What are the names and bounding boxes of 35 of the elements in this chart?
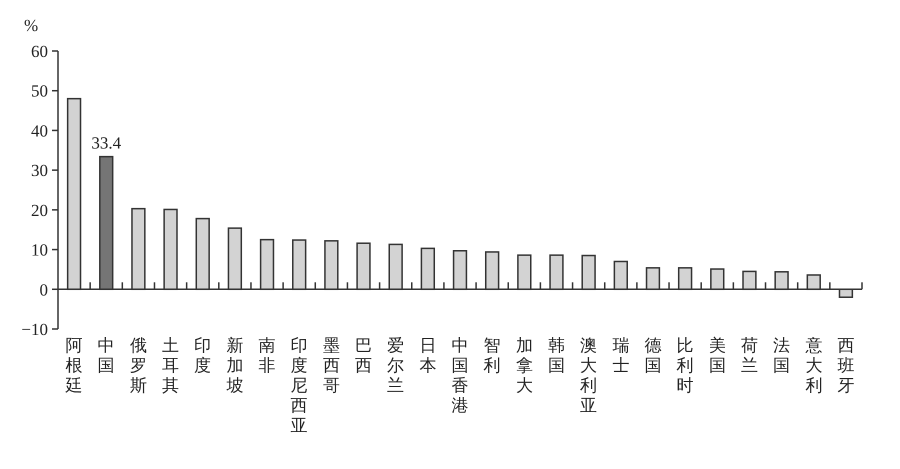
x-tick-label: 南非 — [258, 336, 276, 375]
x-tick-label: 日本 — [419, 336, 436, 375]
x-tick-label: 澳大利亚 — [580, 336, 598, 415]
x-tick-label: 中国香港 — [452, 336, 468, 415]
x-tick-label: 意大利 — [804, 336, 822, 395]
y-axis-title: % — [24, 16, 38, 35]
x-tick-label: 西班牙 — [837, 336, 854, 395]
x-tick-label: 智利 — [484, 336, 501, 375]
x-tick-label: 韩国 — [548, 336, 565, 375]
y-tick-label: 50 — [31, 82, 48, 101]
data-label: 33.4 — [91, 134, 122, 153]
x-tick-label: 德国 — [644, 336, 662, 375]
x-tick-label: 新加坡 — [225, 336, 244, 395]
x-tick-label: 美国 — [708, 336, 726, 375]
y-tick-label: −10 — [21, 320, 48, 339]
x-tick-label: 爱尔兰 — [387, 336, 404, 395]
x-tick-label: 阿根廷 — [64, 336, 83, 395]
x-tick-label: 墨西哥 — [322, 336, 340, 395]
x-tick-label: 比利时 — [676, 336, 694, 395]
x-tick-label: 瑞士 — [612, 336, 630, 375]
y-tick-label: 10 — [31, 240, 48, 260]
x-tick-label: 印度 — [194, 336, 212, 375]
y-tick-label: 40 — [31, 121, 48, 140]
x-tick-label: 中国 — [98, 336, 115, 375]
y-tick-label: 60 — [31, 42, 48, 61]
x-tick-label: 巴西 — [355, 336, 372, 375]
y-tick-label: 20 — [31, 200, 48, 220]
x-tick-label: 荷兰 — [740, 336, 758, 375]
y-tick-label: 30 — [31, 161, 48, 180]
x-tick-label: 印度尼西亚 — [290, 336, 308, 435]
x-tick-label: 法国 — [773, 336, 790, 375]
x-tick-label: 土耳其 — [162, 336, 180, 395]
x-tick-label: 加拿大 — [516, 336, 533, 395]
y-tick-label: 0 — [40, 280, 48, 300]
x-tick-label: 俄罗斯 — [130, 336, 147, 395]
